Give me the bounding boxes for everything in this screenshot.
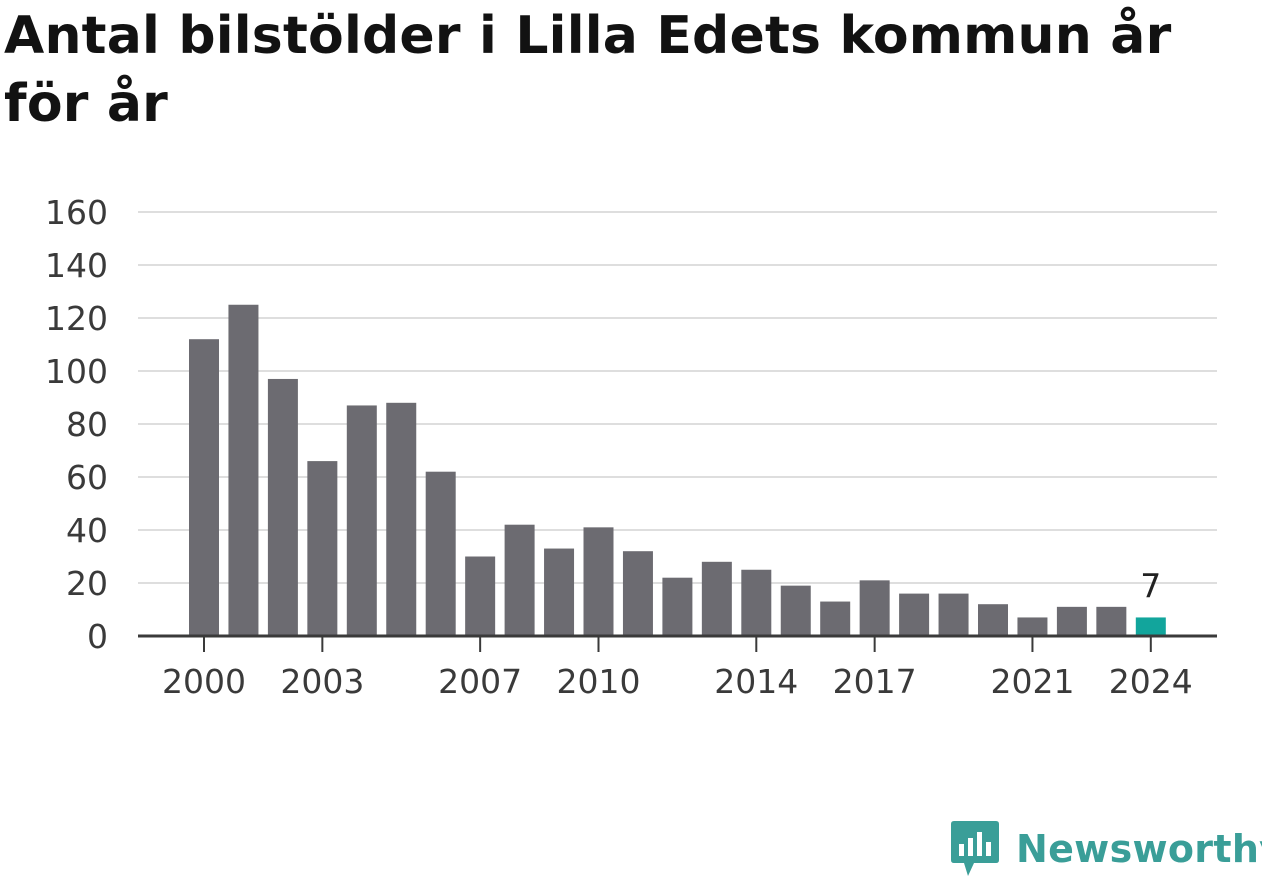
bar xyxy=(228,304,259,636)
bar xyxy=(346,405,377,636)
x-tick-label: 2021 xyxy=(990,662,1074,701)
logo-text: Newsworthy xyxy=(1016,827,1262,871)
x-tick-label: 2024 xyxy=(1109,662,1193,701)
bar xyxy=(307,461,338,636)
y-tick-label: 140 xyxy=(45,246,108,285)
y-tick-label: 100 xyxy=(45,352,108,391)
bar-chart-speech-bubble-icon xyxy=(951,821,999,876)
x-axis-labels: 2000 2003 2007 2010 2014 2017 2021 2024 xyxy=(162,662,1193,701)
x-tick-label: 2017 xyxy=(833,662,917,701)
bar xyxy=(938,593,969,636)
bar xyxy=(386,402,417,636)
bars xyxy=(189,304,1166,636)
chart-title: Antal bilstölder i Lilla Edets kommun år… xyxy=(4,6,1172,134)
bar xyxy=(741,569,772,636)
bar xyxy=(583,527,614,636)
bar xyxy=(1135,617,1166,636)
x-tick-label: 2003 xyxy=(280,662,364,701)
bar xyxy=(978,604,1008,636)
y-tick-label: 40 xyxy=(66,511,108,550)
x-tick-label: 2014 xyxy=(714,662,798,701)
bar xyxy=(701,561,732,636)
y-tick-label: 20 xyxy=(66,564,108,603)
bar xyxy=(425,471,456,636)
y-axis-labels: 0 20 40 60 80 100 120 140 160 xyxy=(45,193,108,656)
x-axis xyxy=(138,634,1217,652)
gridlines xyxy=(138,211,1217,584)
bar xyxy=(465,556,496,636)
y-tick-label: 160 xyxy=(45,193,108,232)
bar xyxy=(267,378,298,636)
bar xyxy=(544,548,575,636)
y-tick-label: 80 xyxy=(66,405,108,444)
bar xyxy=(780,585,811,636)
annotations: 7 xyxy=(1140,566,1161,605)
y-tick-label: 60 xyxy=(66,458,108,497)
bar xyxy=(820,601,851,636)
y-tick-label: 0 xyxy=(87,617,108,656)
bar xyxy=(189,339,219,636)
x-tick-label: 2007 xyxy=(438,662,522,701)
bar xyxy=(1096,606,1127,636)
newsworthy-logo: Newsworthy xyxy=(950,818,1262,880)
bar xyxy=(1017,617,1048,636)
bar xyxy=(859,580,890,636)
bar xyxy=(899,593,930,636)
value-label: 7 xyxy=(1140,566,1161,605)
bar xyxy=(662,577,693,636)
x-tick-label: 2010 xyxy=(557,662,641,701)
x-tick-label: 2000 xyxy=(162,662,246,701)
bar xyxy=(1056,606,1087,636)
y-tick-label: 120 xyxy=(45,299,108,338)
bar xyxy=(504,524,535,636)
bar xyxy=(622,551,653,636)
